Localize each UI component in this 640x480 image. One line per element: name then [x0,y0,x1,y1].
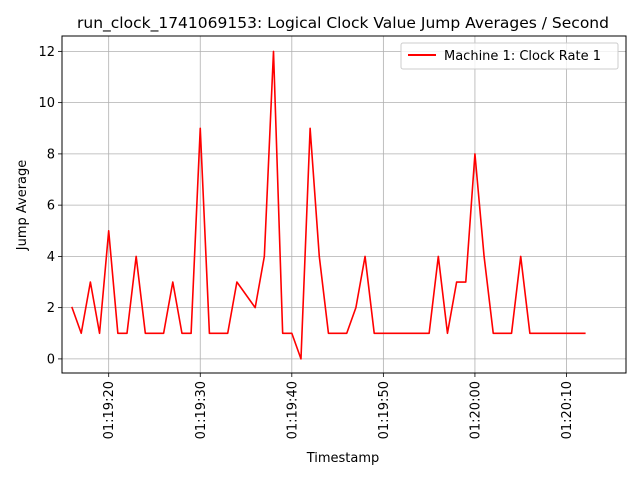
legend: Machine 1: Clock Rate 1 [400,42,619,70]
y-axis-ticks: 0 2 4 6 8 10 12 [38,45,62,367]
x-tick-label: 01:19:40 [285,381,300,439]
y-axis-title: Jump Average [15,160,30,252]
y-tick-label: 8 [47,147,55,162]
x-axis-title: Timestamp [306,451,380,466]
chart-title: run_clock_1741069153: Logical Clock Valu… [77,14,609,33]
y-tick-label: 10 [38,96,55,111]
x-axis-ticks: 01:19:20 01:19:30 01:19:40 01:19:50 01:20:00… [102,373,575,439]
y-tick-label: 0 [47,352,55,367]
y-tick-label: 12 [38,45,55,60]
y-tick-label: 6 [47,199,55,214]
legend-frame [400,42,619,70]
x-tick-label: 01:19:30 [194,381,209,439]
legend-label: Machine 1: Clock Rate 1 [444,49,601,64]
plot-area-frame [61,35,627,374]
x-tick-label: 01:20:00 [468,381,483,439]
x-tick-label: 01:20:10 [560,381,575,439]
series-line [71,50,586,360]
y-tick-label: 2 [47,301,55,316]
x-tick-label: 01:19:20 [102,381,117,439]
series-layer [71,50,586,360]
x-tick-label: 01:19:50 [377,381,392,439]
y-tick-label: 4 [47,250,55,265]
